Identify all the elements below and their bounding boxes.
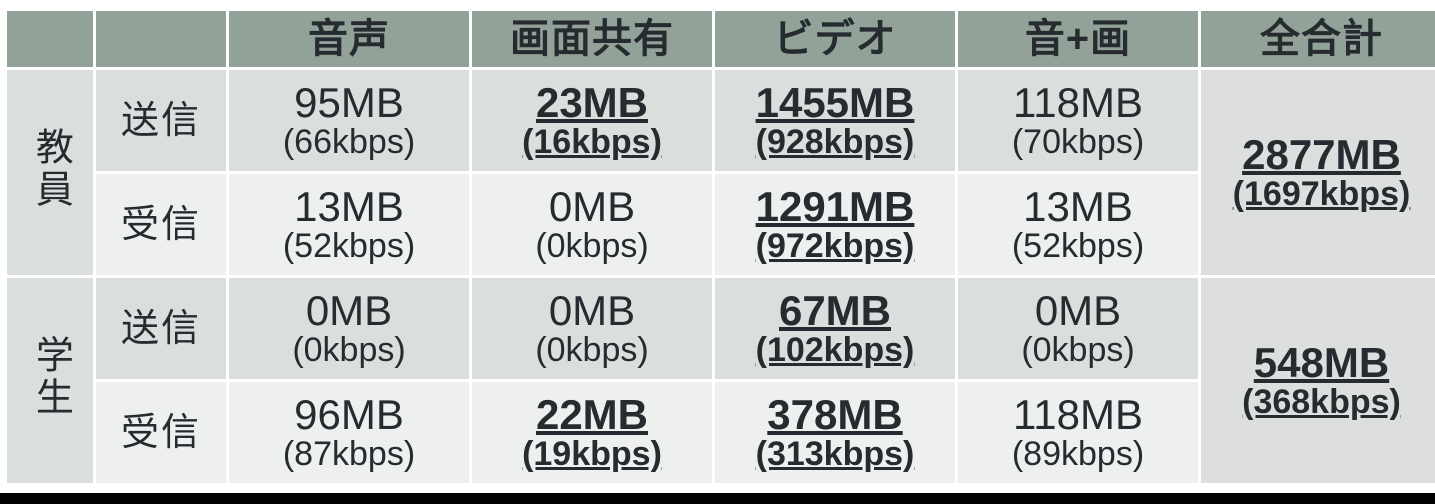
cell-mb-value: 0MB (548, 183, 636, 230)
cell-teacher-send-screenshare: 23MB (16kbps) (472, 70, 712, 171)
total-kbps-value: (1697kbps) (1232, 175, 1411, 213)
cell-mb-value: 118MB (1013, 79, 1143, 126)
cell-teacher-receive-audio-plus-screen: 13MB (52kbps) (958, 174, 1198, 275)
cell-student-send-audio-plus-screen: 0MB (0kbps) (958, 278, 1198, 379)
column-header-audio: 音声 (229, 11, 469, 67)
cell-student-send-audio: 0MB (0kbps) (229, 278, 469, 379)
cell-kbps-value: (87kbps) (282, 435, 416, 473)
cell-content: 22MB (19kbps) (472, 391, 712, 473)
cell-teacher-send-audio: 95MB (66kbps) (229, 70, 469, 171)
column-header-audio-plus-screen: 音+画 (958, 11, 1198, 67)
group-label-teacher-text: 教員 (29, 127, 72, 211)
cell-kbps-value: (102kbps) (755, 331, 915, 369)
cell-student-receive-audio: 96MB (87kbps) (229, 382, 469, 483)
total-mb-value: 2877MB (1242, 131, 1401, 178)
cell-student-send-screenshare: 0MB (0kbps) (472, 278, 712, 379)
cell-content: 23MB (16kbps) (472, 79, 712, 161)
cell-content: 0MB (0kbps) (229, 287, 469, 369)
cell-mb-value: 95MB (294, 79, 404, 126)
cell-mb-value: 96MB (294, 391, 404, 438)
cell-kbps-value: (0kbps) (1021, 331, 1135, 369)
cell-mb-value: 0MB (1034, 287, 1122, 334)
cell-content: 0MB (0kbps) (958, 287, 1198, 369)
direction-label-receive: 受信 (96, 382, 226, 483)
cell-kbps-value: (52kbps) (282, 227, 416, 265)
header-corner-direction (96, 11, 226, 67)
cell-teacher-send-video: 1455MB (928kbps) (715, 70, 955, 171)
cell-kbps-value: (0kbps) (292, 331, 406, 369)
cell-mb-value: 67MB (778, 287, 892, 334)
cell-kbps-value: (89kbps) (1011, 435, 1145, 473)
direction-label-send: 送信 (96, 70, 226, 171)
cell-content: 2877MB (1697kbps) (1201, 131, 1435, 213)
direction-label-receive: 受信 (96, 174, 226, 275)
cell-student-receive-screenshare: 22MB (19kbps) (472, 382, 712, 483)
cell-mb-value: 13MB (294, 183, 404, 230)
cell-content: 378MB (313kbps) (715, 391, 955, 473)
direction-label-send: 送信 (96, 278, 226, 379)
cell-mb-value: 0MB (548, 287, 636, 334)
cell-teacher-receive-screenshare: 0MB (0kbps) (472, 174, 712, 275)
cell-content: 0MB (0kbps) (472, 183, 712, 265)
cell-content: 13MB (52kbps) (958, 183, 1198, 265)
table-header: 音声 画面共有 ビデオ 音+画 全合計 (7, 11, 1435, 67)
cell-kbps-value: (16kbps) (522, 123, 662, 161)
cell-teacher-receive-video: 1291MB (972kbps) (715, 174, 955, 275)
group-label-student-text: 学生 (29, 335, 72, 419)
cell-content: 95MB (66kbps) (229, 79, 469, 161)
cell-teacher-receive-audio: 13MB (52kbps) (229, 174, 469, 275)
cell-content: 548MB (368kbps) (1201, 339, 1435, 421)
cell-content: 96MB (87kbps) (229, 391, 469, 473)
cell-student-receive-audio-plus-screen: 118MB (89kbps) (958, 382, 1198, 483)
cell-kbps-value: (313kbps) (755, 435, 915, 473)
cell-teacher-send-audio-plus-screen: 118MB (70kbps) (958, 70, 1198, 171)
column-header-grand-total: 全合計 (1201, 11, 1435, 67)
network-traffic-table: 音声 画面共有 ビデオ 音+画 全合計 教員 送信 95MB (66kbps) (4, 8, 1435, 486)
cell-content: 1291MB (972kbps) (715, 183, 955, 265)
table-row: 受信 13MB (52kbps) 0MB (0kbps) 1291MB (7, 174, 1435, 275)
cell-kbps-value: (0kbps) (535, 331, 649, 369)
cell-kbps-value: (972kbps) (755, 227, 915, 265)
cell-student-receive-video: 378MB (313kbps) (715, 382, 955, 483)
cell-kbps-value: (70kbps) (1011, 123, 1145, 161)
cell-content: 118MB (89kbps) (958, 391, 1198, 473)
cell-content: 118MB (70kbps) (958, 79, 1198, 161)
group-label-student: 学生 (7, 278, 93, 483)
cell-content: 13MB (52kbps) (229, 183, 469, 265)
cell-kbps-value: (19kbps) (522, 435, 662, 473)
bottom-black-bar (0, 493, 1435, 504)
header-corner-group (7, 11, 93, 67)
cell-teacher-grand-total: 2877MB (1697kbps) (1201, 70, 1435, 275)
cell-mb-value: 0MB (305, 287, 393, 334)
table-row: 学生 送信 0MB (0kbps) 0MB (0kbps) (7, 278, 1435, 483)
group-label-teacher: 教員 (7, 70, 93, 275)
cell-mb-value: 118MB (1013, 391, 1143, 438)
cell-mb-value: 378MB (767, 391, 903, 438)
cell-mb-value: 22MB (535, 391, 649, 438)
header-row: 音声 画面共有 ビデオ 音+画 全合計 (7, 11, 1435, 67)
cell-content: 67MB (102kbps) (715, 287, 955, 369)
column-header-video: ビデオ (715, 11, 955, 67)
cell-kbps-value: (52kbps) (1011, 227, 1145, 265)
cell-student-grand-total: 548MB (368kbps) (1201, 278, 1435, 483)
cell-student-send-video: 67MB (102kbps) (715, 278, 955, 379)
cell-mb-value: 1455MB (755, 79, 915, 126)
total-kbps-value: (368kbps) (1242, 383, 1401, 421)
total-mb-value: 548MB (1253, 339, 1390, 386)
cell-kbps-value: (66kbps) (282, 123, 416, 161)
table-row: 教員 送信 95MB (66kbps) 23MB (16kbps) (7, 70, 1435, 275)
cell-mb-value: 1291MB (755, 183, 915, 230)
table-body: 教員 送信 95MB (66kbps) 23MB (16kbps) (7, 70, 1435, 483)
cell-kbps-value: (0kbps) (535, 227, 649, 265)
cell-mb-value: 13MB (1023, 183, 1133, 230)
cell-mb-value: 23MB (535, 79, 649, 126)
cell-content: 1455MB (928kbps) (715, 79, 955, 161)
table-row: 受信 96MB (87kbps) 22MB (19kbps) 378MB (7, 382, 1435, 483)
cell-kbps-value: (928kbps) (755, 123, 915, 161)
cell-content: 0MB (0kbps) (472, 287, 712, 369)
column-header-screenshare: 画面共有 (472, 11, 712, 67)
